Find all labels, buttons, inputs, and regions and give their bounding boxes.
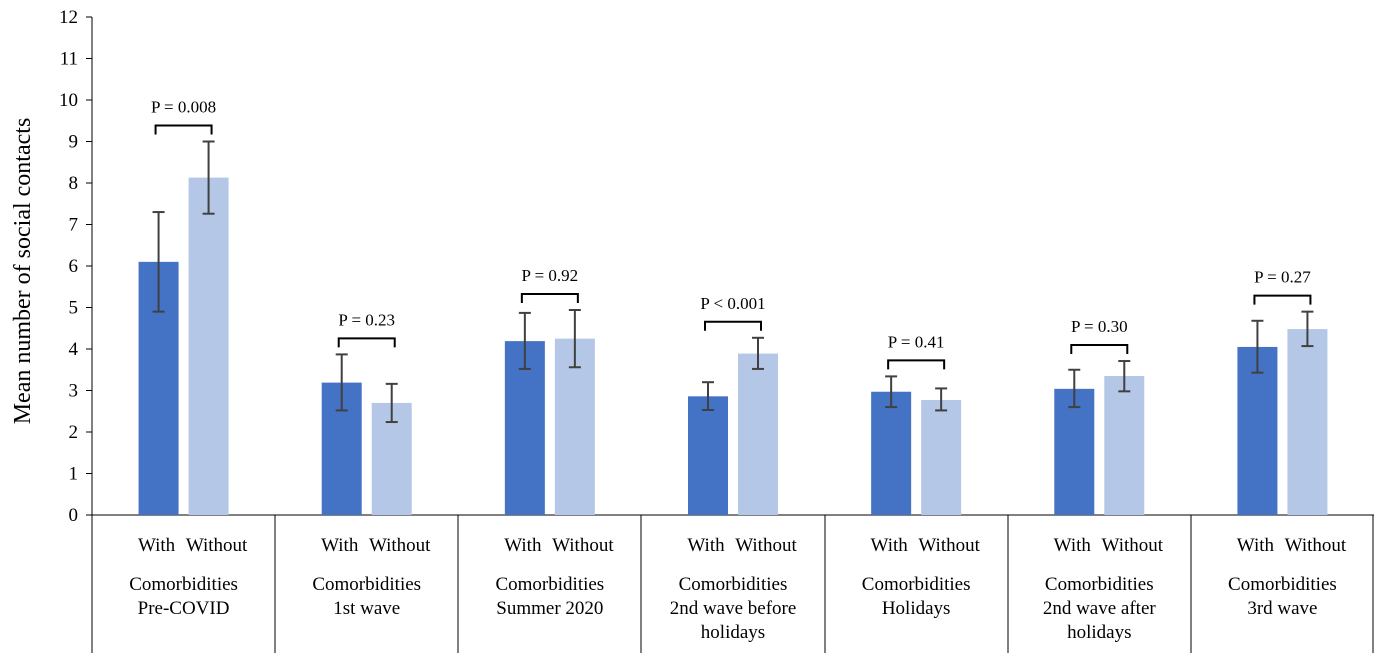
- significance-bracket: [1070, 344, 1129, 355]
- bar-with: [871, 391, 912, 515]
- p-value-label: P = 0.41: [888, 332, 945, 351]
- x-group-label: holidays: [701, 622, 765, 643]
- x-subcategory-label: With: [1237, 535, 1275, 556]
- x-subcategory-label: With: [138, 535, 176, 556]
- x-group-label: Comorbidities: [1045, 574, 1154, 595]
- bar-with: [504, 341, 545, 515]
- significance-bracket: [1253, 294, 1312, 305]
- significance-bracket: [337, 337, 396, 348]
- bar-with: [1054, 388, 1095, 515]
- bar-without: [738, 353, 778, 515]
- y-tick-label: 0: [69, 505, 79, 526]
- x-subcategory-label: With: [504, 535, 542, 556]
- y-tick-label: 7: [69, 215, 79, 236]
- x-subcategory-label: Without: [1285, 535, 1347, 556]
- x-group-label: 3rd wave: [1247, 598, 1317, 619]
- p-value-label: P = 0.27: [1254, 268, 1311, 287]
- x-group-label: Comorbidities: [129, 574, 238, 595]
- x-group-label: 2nd wave before: [670, 598, 797, 619]
- x-group-label: 1st wave: [333, 598, 400, 619]
- bar-without: [1287, 329, 1328, 515]
- y-axis-title: Mean number of social contacts: [10, 118, 36, 425]
- y-tick-label: 12: [59, 7, 78, 28]
- bar-without: [188, 177, 229, 516]
- y-tick-label: 9: [69, 132, 79, 153]
- y-tick-label: 11: [60, 49, 78, 70]
- x-group-label: 2nd wave after: [1043, 598, 1157, 619]
- bar-without: [1104, 375, 1145, 515]
- y-tick-label: 3: [69, 381, 79, 402]
- p-value-label: P = 0.008: [151, 98, 216, 117]
- x-subcategory-label: Without: [735, 535, 797, 556]
- x-group-label: holidays: [1067, 622, 1131, 643]
- x-subcategory-label: With: [687, 535, 725, 556]
- x-subcategory-label: With: [1054, 535, 1092, 556]
- bar-with: [688, 396, 728, 515]
- significance-bracket: [154, 124, 213, 135]
- x-group-label: Comorbidities: [679, 574, 788, 595]
- x-subcategory-label: Without: [552, 535, 614, 556]
- significance-bracket: [887, 359, 946, 370]
- p-value-label: P = 0.92: [522, 266, 579, 285]
- y-tick-label: 8: [69, 173, 79, 194]
- p-value-label: P < 0.001: [700, 294, 765, 313]
- x-group-label: Summer 2020: [496, 598, 603, 619]
- x-subcategory-label: Without: [1102, 535, 1164, 556]
- bar-without: [921, 400, 962, 515]
- x-group-label: Holidays: [882, 598, 951, 619]
- y-tick-label: 1: [69, 464, 79, 485]
- significance-bracket: [520, 292, 579, 303]
- y-tick-label: 10: [59, 90, 78, 111]
- y-tick-label: 6: [69, 256, 79, 277]
- x-subcategory-label: Without: [369, 535, 431, 556]
- x-subcategory-label: With: [321, 535, 359, 556]
- significance-bracket: [704, 320, 762, 331]
- x-group-label: Comorbidities: [1228, 574, 1337, 595]
- x-group-label: Pre-COVID: [138, 598, 230, 619]
- x-group-label: Comorbidities: [862, 574, 971, 595]
- y-tick-label: 5: [69, 298, 79, 319]
- p-value-label: P = 0.23: [338, 310, 395, 329]
- y-tick-label: 4: [69, 339, 79, 360]
- x-subcategory-label: Without: [186, 535, 248, 556]
- x-subcategory-label: Without: [918, 535, 980, 556]
- y-tick-label: 2: [69, 422, 79, 443]
- x-group-label: Comorbidities: [312, 574, 421, 595]
- p-value-label: P = 0.30: [1071, 317, 1128, 336]
- x-subcategory-label: With: [871, 535, 909, 556]
- bar-with: [1237, 346, 1278, 515]
- x-group-label: Comorbidities: [495, 574, 604, 595]
